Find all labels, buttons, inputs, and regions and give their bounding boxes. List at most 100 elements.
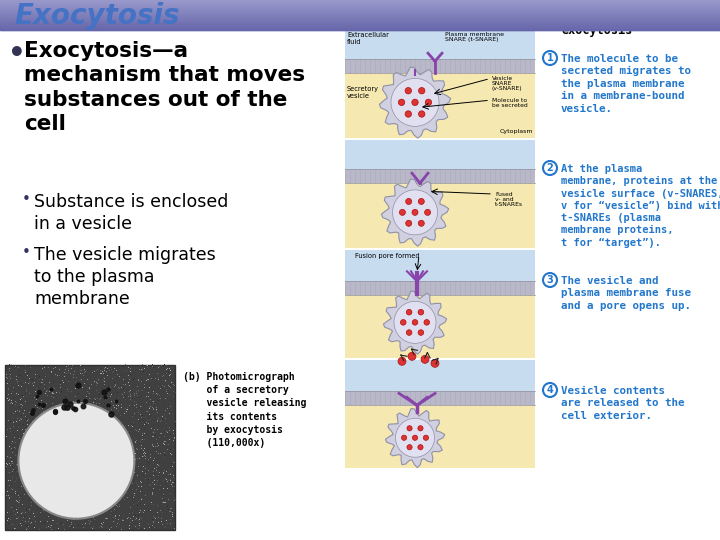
Text: •: •	[22, 245, 31, 260]
Bar	[0, 1, 720, 2]
Circle shape	[391, 78, 439, 126]
Circle shape	[418, 111, 425, 117]
Circle shape	[405, 220, 412, 226]
Bar	[0, 21, 720, 22]
Circle shape	[402, 435, 407, 440]
Text: Exocytosis—a
mechanism that moves
substances out of the
cell: Exocytosis—a mechanism that moves substa…	[24, 41, 305, 134]
Bar	[5, 365, 175, 530]
Text: Exocytosis: Exocytosis	[14, 2, 179, 30]
Text: At the plasma
membrane, proteins at the
vesicle surface (v-SNARES,
v for “vesicl: At the plasma membrane, proteins at the …	[561, 164, 720, 248]
Circle shape	[423, 435, 428, 440]
Circle shape	[405, 87, 412, 94]
Polygon shape	[384, 291, 446, 354]
Circle shape	[426, 99, 432, 105]
Text: (a) The process of: (a) The process of	[545, 12, 673, 25]
Circle shape	[398, 99, 405, 105]
Bar	[345, 281, 535, 295]
Circle shape	[395, 418, 434, 457]
Bar	[345, 183, 535, 248]
Bar	[345, 250, 535, 281]
Circle shape	[418, 426, 423, 431]
Bar	[345, 59, 535, 73]
Bar	[0, 18, 720, 19]
Bar	[0, 3, 720, 4]
Circle shape	[406, 330, 412, 335]
Text: Fused
v- and
t-SNAREs: Fused v- and t-SNAREs	[495, 192, 523, 207]
Bar	[0, 0, 720, 30]
Bar	[345, 295, 535, 358]
Circle shape	[400, 320, 406, 325]
Text: The vesicle migrates
to the plasma
membrane: The vesicle migrates to the plasma membr…	[34, 246, 216, 308]
Circle shape	[418, 309, 423, 315]
Circle shape	[408, 352, 416, 360]
Text: 3: 3	[546, 275, 554, 285]
Bar	[345, 406, 535, 468]
Bar	[0, 4, 720, 5]
Circle shape	[19, 403, 135, 519]
Polygon shape	[379, 67, 451, 138]
Bar	[0, 17, 720, 18]
Circle shape	[406, 309, 412, 315]
Bar	[0, 20, 720, 21]
Text: Substance is enclosed
in a vesicle: Substance is enclosed in a vesicle	[34, 193, 228, 233]
Bar	[345, 73, 535, 138]
Circle shape	[394, 301, 436, 343]
Bar	[0, 29, 720, 30]
Circle shape	[418, 220, 424, 226]
Bar	[345, 140, 535, 169]
Text: Fusion pore formed: Fusion pore formed	[355, 253, 420, 259]
Bar	[0, 25, 720, 26]
Circle shape	[412, 320, 418, 325]
Bar	[0, 5, 720, 6]
Text: Cytoplasm: Cytoplasm	[500, 129, 534, 134]
Polygon shape	[382, 179, 449, 246]
Text: •: •	[22, 192, 31, 207]
Bar	[0, 2, 720, 3]
Bar	[0, 12, 720, 13]
Bar	[0, 24, 720, 25]
Circle shape	[418, 330, 423, 335]
Circle shape	[400, 210, 405, 215]
Circle shape	[543, 51, 557, 65]
Circle shape	[405, 111, 412, 117]
Circle shape	[398, 357, 406, 366]
Bar	[0, 9, 720, 10]
Bar	[0, 28, 720, 29]
Circle shape	[418, 198, 424, 205]
Bar	[0, 14, 720, 15]
Text: (b) Photomicrograph
    of a secretory
    vesicle releasing
    its contents
  : (b) Photomicrograph of a secretory vesic…	[183, 372, 307, 448]
Text: Vesicle contents
are released to the
cell exterior.: Vesicle contents are released to the cel…	[561, 386, 685, 421]
Bar	[0, 19, 720, 20]
Bar	[345, 30, 535, 59]
Bar	[0, 23, 720, 24]
Bar	[0, 16, 720, 17]
Bar	[0, 22, 720, 23]
Bar	[0, 0, 720, 1]
Circle shape	[424, 320, 430, 325]
Text: exocytosis: exocytosis	[561, 24, 632, 37]
Polygon shape	[385, 409, 445, 468]
Bar	[0, 26, 720, 27]
Circle shape	[412, 210, 418, 215]
Bar	[345, 392, 535, 406]
Bar	[0, 7, 720, 8]
Bar	[0, 6, 720, 7]
Text: 2: 2	[546, 163, 554, 173]
Bar	[345, 360, 535, 392]
Text: 4: 4	[546, 385, 554, 395]
Bar	[0, 27, 720, 28]
Circle shape	[412, 99, 418, 105]
Circle shape	[418, 87, 425, 94]
Circle shape	[407, 444, 412, 450]
Text: •: •	[8, 40, 26, 68]
Text: Molecule to
be secreted: Molecule to be secreted	[492, 98, 528, 108]
Bar	[0, 15, 720, 16]
Circle shape	[392, 190, 438, 235]
Bar	[0, 8, 720, 9]
Bar	[0, 13, 720, 14]
Circle shape	[421, 355, 429, 363]
Text: 1: 1	[546, 53, 554, 63]
Bar	[0, 11, 720, 12]
Circle shape	[543, 273, 557, 287]
Circle shape	[407, 426, 412, 431]
